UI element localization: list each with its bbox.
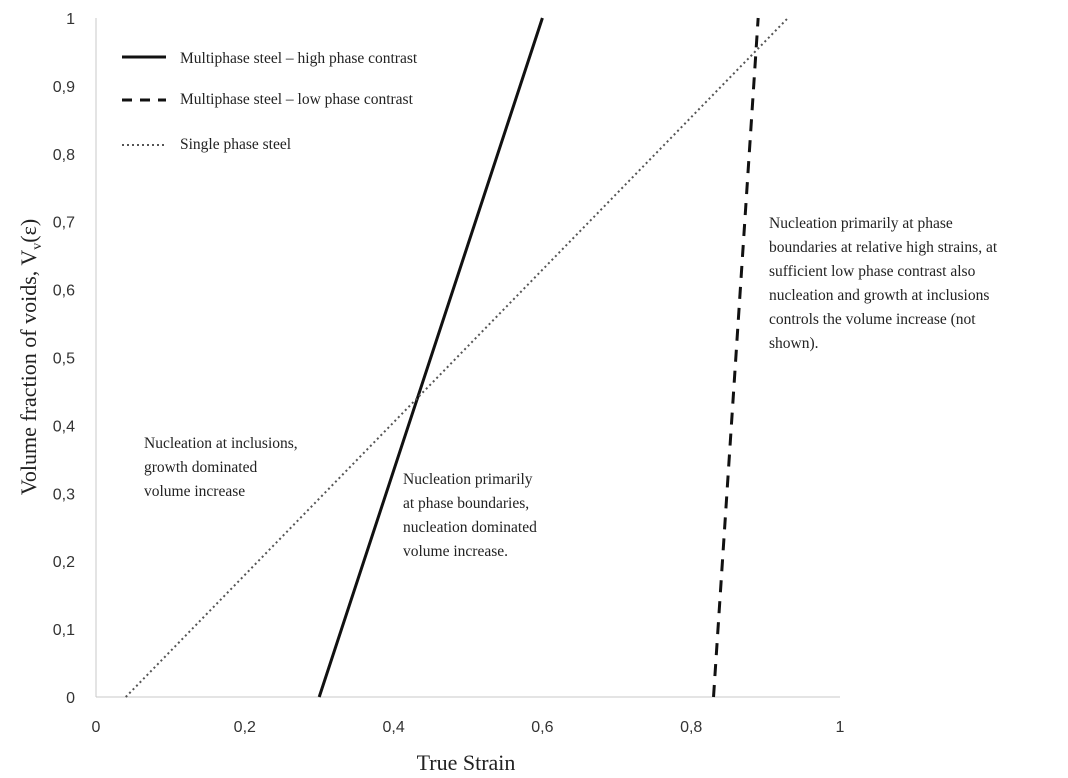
annotation-line: nucleation and growth at inclusions <box>769 287 989 304</box>
y-tick-label: 0,6 <box>53 283 75 300</box>
annotation-inclusions: Nucleation at inclusions, growth dominat… <box>144 435 298 500</box>
legend: Multiphase steel – high phase contrast M… <box>122 50 418 153</box>
x-tick-label: 0,8 <box>680 719 702 736</box>
y-tick-label: 0,9 <box>53 79 75 96</box>
annotation-line: boundaries at relative high strains, at <box>769 239 998 256</box>
y-tick-label: 0,3 <box>53 486 75 503</box>
legend-label-low-contrast: Multiphase steel – low phase contrast <box>180 91 414 108</box>
y-tick-label: 0,7 <box>53 215 75 232</box>
legend-label-single-phase: Single phase steel <box>180 136 291 153</box>
plot-axes <box>95 18 840 698</box>
y-tick-label: 0,4 <box>53 418 75 435</box>
x-tick-label: 0,2 <box>234 719 256 736</box>
x-tick-labels: 0 0,2 0,4 0,6 0,8 1 <box>92 719 845 736</box>
annotation-line: Nucleation at inclusions, <box>144 435 298 452</box>
y-axis-title-subscript: v <box>30 243 45 250</box>
y-tick-labels: 0 0,1 0,2 0,3 0,4 0,5 0,6 0,7 0,8 0,9 1 <box>53 11 75 707</box>
annotation-line: shown). <box>769 335 819 352</box>
series-lines <box>125 17 789 698</box>
y-tick-label: 0,2 <box>53 554 75 571</box>
annotation-line: nucleation dominated <box>403 519 537 536</box>
y-tick-label: 1 <box>66 11 75 28</box>
annotation-line: at phase boundaries, <box>403 495 529 512</box>
y-tick-label: 0 <box>66 690 75 707</box>
series-line-dotted <box>125 17 789 698</box>
annotation-line: volume increase. <box>403 543 508 560</box>
annotation-line: sufficient low phase contrast also <box>769 263 976 280</box>
y-axis-title-main: Volume fraction of voids, V <box>16 250 41 496</box>
series-line-solid <box>317 17 544 698</box>
annotation-line: Nucleation primarily at phase <box>769 215 953 232</box>
series-line-dashed <box>712 17 760 698</box>
annotation-phase-boundaries: Nucleation primarily at phase boundaries… <box>403 471 537 560</box>
y-axis-title-suffix: (ε) <box>16 219 41 243</box>
annotation-line: controls the volume increase (not <box>769 311 976 328</box>
y-tick-label: 0,1 <box>53 622 75 639</box>
annotation-line: volume increase <box>144 483 245 500</box>
x-axis-title: True Strain <box>417 750 516 775</box>
x-tick-label: 1 <box>836 719 845 736</box>
x-tick-label: 0 <box>92 719 101 736</box>
annotation-line: growth dominated <box>144 459 257 476</box>
annotation-high-strains: Nucleation primarily at phase boundaries… <box>769 215 998 352</box>
x-tick-label: 0,6 <box>531 719 553 736</box>
y-tick-label: 0,8 <box>53 147 75 164</box>
y-axis-title: Volume fraction of voids, Vv(ε) <box>16 219 45 495</box>
y-tick-label: 0,5 <box>53 351 75 368</box>
x-tick-label: 0,4 <box>382 719 404 736</box>
annotation-line: Nucleation primarily <box>403 471 533 488</box>
legend-label-high-contrast: Multiphase steel – high phase contrast <box>180 50 418 67</box>
